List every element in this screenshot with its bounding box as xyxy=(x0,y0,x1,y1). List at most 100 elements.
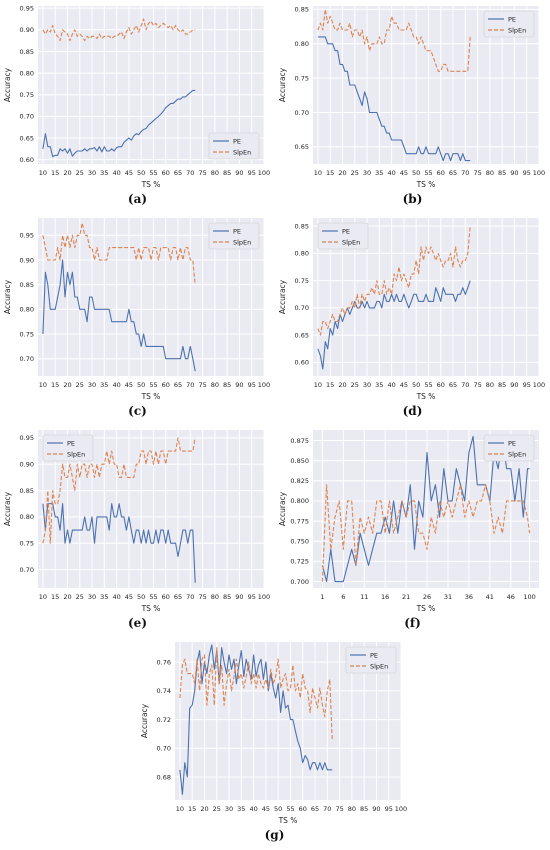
y-tick-label: 0.80 xyxy=(20,306,34,314)
series-line-slpen xyxy=(179,647,333,740)
chart-panel-b: 10 15 20 25 30 35 40 45 50 55 60 65 70 75 80 85 90 95 100 0… xyxy=(275,0,550,212)
caption-a: (a) xyxy=(127,192,148,206)
legend: PE SlpEn xyxy=(208,132,260,160)
x-tick-label: 35 xyxy=(375,169,383,177)
y-tick-label: 0.74 xyxy=(157,687,171,695)
x-tick-label: 50 xyxy=(137,381,145,389)
legend: PE SlpEn xyxy=(317,222,369,250)
y-tick-label: 0.725 xyxy=(290,558,309,566)
x-tick-label: 45 xyxy=(400,381,408,389)
x-axis-label: TS % xyxy=(141,392,161,401)
x-tick-label: 41 xyxy=(486,593,494,601)
x-tick-label: 20 xyxy=(338,381,346,389)
x-tick-label: 35 xyxy=(100,593,108,601)
caption-e: (e) xyxy=(128,616,147,630)
x-tick-label: 55 xyxy=(424,169,432,177)
x-tick-label: 75 xyxy=(198,169,206,177)
legend-label-slpen: SlpEn xyxy=(233,238,251,246)
y-tick-label: 0.90 xyxy=(20,461,34,469)
legend: PE SlpEn xyxy=(483,10,535,38)
x-tick-label: 10 xyxy=(176,805,184,813)
x-tick-label: 75 xyxy=(473,381,481,389)
chart-panel-f: 1 6 11 16 21 26 31 36 41 46 100 0.700 0.725 0.750 0.77… xyxy=(275,424,550,636)
x-tick-label: 80 xyxy=(211,169,219,177)
x-tick-label: 90 xyxy=(235,169,243,177)
x-tick-label: 11 xyxy=(360,593,368,601)
y-tick-label: 0.76 xyxy=(157,658,171,666)
y-tick-label: 0.70 xyxy=(20,355,34,363)
legend-label-pe: PE xyxy=(508,15,516,23)
y-axis-label: Accuracy xyxy=(3,491,12,526)
caption-f: (f) xyxy=(404,616,421,630)
chart-b: 10 15 20 25 30 35 40 45 50 55 60 65 70 75 80 85 90 95 100 0… xyxy=(278,6,545,189)
x-tick-label: 25 xyxy=(351,381,359,389)
x-tick-label: 36 xyxy=(465,593,473,601)
x-tick-label: 90 xyxy=(510,169,518,177)
x-tick-label: 25 xyxy=(351,169,359,177)
x-tick-label: 40 xyxy=(387,381,395,389)
series-line-pe xyxy=(179,644,333,795)
x-tick-label: 15 xyxy=(51,593,59,601)
caption-d: (d) xyxy=(402,404,423,418)
x-tick-label: 55 xyxy=(286,805,294,813)
series-line-slpen xyxy=(321,484,531,582)
x-tick-label: 15 xyxy=(326,381,334,389)
y-tick-label: 0.80 xyxy=(295,250,309,258)
x-axis-label: TS % xyxy=(416,180,436,189)
x-tick-label: 40 xyxy=(249,805,257,813)
x-tick-label: 65 xyxy=(174,381,182,389)
x-tick-label: 35 xyxy=(237,805,245,813)
x-tick-label: 90 xyxy=(510,381,518,389)
x-tick-label: 40 xyxy=(112,593,120,601)
y-tick-label: 0.95 xyxy=(20,434,34,442)
y-tick-label: 0.90 xyxy=(20,256,34,264)
x-tick-label: 10 xyxy=(39,169,47,177)
y-tick-label: 0.75 xyxy=(20,330,34,338)
x-tick-label: 65 xyxy=(174,169,182,177)
x-tick-label: 60 xyxy=(299,805,307,813)
x-tick-label: 35 xyxy=(375,381,383,389)
x-tick-label: 30 xyxy=(363,381,371,389)
y-tick-label: 0.72 xyxy=(157,716,171,724)
x-tick-label: 95 xyxy=(523,169,531,177)
x-tick-label: 55 xyxy=(149,381,157,389)
chart-d: 10 15 20 25 30 35 40 45 50 55 60 65 70 75 80 85 90 95 100 0… xyxy=(278,218,545,401)
x-tick-label: 40 xyxy=(112,169,120,177)
y-tick-label: 0.65 xyxy=(20,134,34,142)
series-line-pe xyxy=(42,259,196,372)
y-tick-label: 0.75 xyxy=(20,540,34,548)
chart-f: 1 6 11 16 21 26 31 36 41 46 1000.7000.7250.7500.77… xyxy=(278,430,539,613)
x-tick-label: 31 xyxy=(444,593,452,601)
series-line-slpen xyxy=(317,8,471,72)
x-tick-label: 35 xyxy=(100,381,108,389)
x-axis-label: TS % xyxy=(416,392,436,401)
x-tick-label: 60 xyxy=(162,169,170,177)
x-tick-label: 70 xyxy=(186,381,194,389)
x-tick-label: 85 xyxy=(223,593,231,601)
legend-label-pe: PE xyxy=(508,439,516,447)
x-axis-label: TS % xyxy=(141,604,161,613)
y-axis-label: Accuracy xyxy=(278,279,287,314)
legend: PE SlpEn xyxy=(42,434,94,462)
series-line-slpen xyxy=(42,437,196,544)
x-tick-label: 100 xyxy=(395,805,407,813)
x-tick-label: 50 xyxy=(137,593,145,601)
x-tick-label: 10 xyxy=(314,169,322,177)
x-tick-label: 85 xyxy=(498,169,506,177)
y-axis-label: Accuracy xyxy=(278,491,287,526)
x-tick-label: 80 xyxy=(211,381,219,389)
x-tick-label: 30 xyxy=(363,169,371,177)
x-tick-label: 46 xyxy=(507,593,515,601)
y-tick-label: 0.70 xyxy=(20,113,34,121)
x-tick-label: 40 xyxy=(112,381,120,389)
x-tick-label: 100 xyxy=(533,381,545,389)
legend-label-pe: PE xyxy=(233,227,241,235)
x-tick-label: 100 xyxy=(258,169,270,177)
x-tick-label: 45 xyxy=(262,805,270,813)
y-tick-label: 0.875 xyxy=(290,437,309,445)
chart-e: 10 15 20 25 30 35 40 45 50 55 60 65 70 75 80 85 90 95 100 0… xyxy=(3,430,270,613)
x-tick-label: 15 xyxy=(326,169,334,177)
x-tick-label: 50 xyxy=(137,169,145,177)
x-tick-label: 60 xyxy=(437,169,445,177)
x-tick-label: 25 xyxy=(76,593,84,601)
